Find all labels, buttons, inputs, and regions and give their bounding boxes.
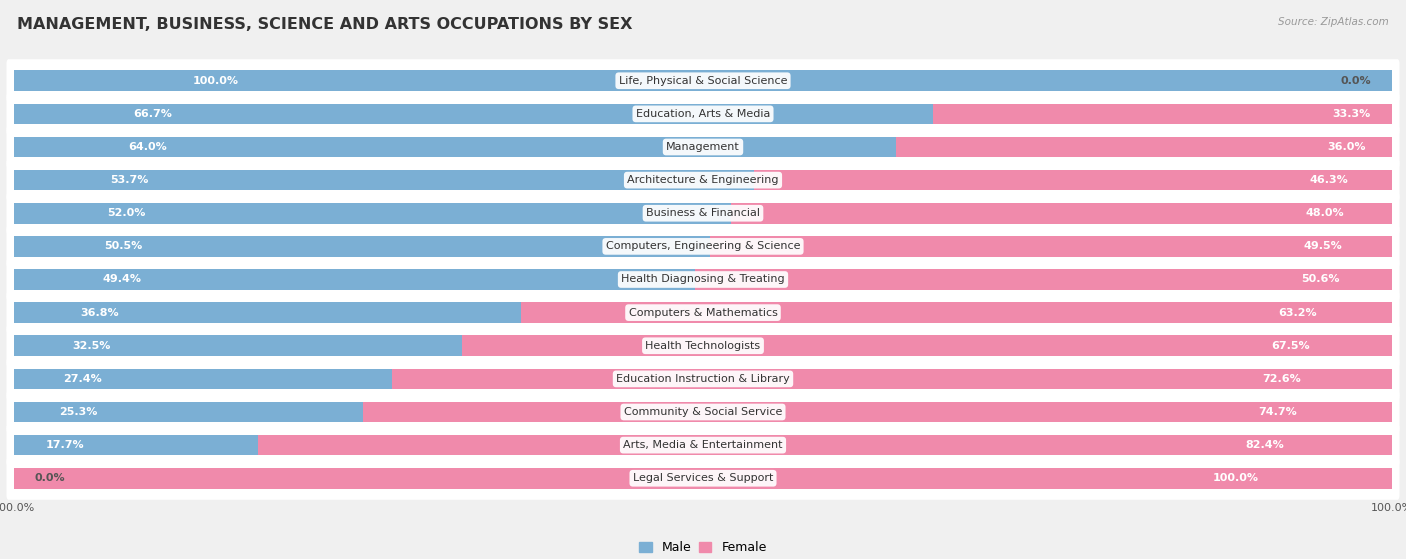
Text: MANAGEMENT, BUSINESS, SCIENCE AND ARTS OCCUPATIONS BY SEX: MANAGEMENT, BUSINESS, SCIENCE AND ARTS O… xyxy=(17,17,633,32)
FancyBboxPatch shape xyxy=(7,225,1399,268)
Text: Legal Services & Support: Legal Services & Support xyxy=(633,473,773,484)
Text: 0.0%: 0.0% xyxy=(1341,75,1371,86)
Bar xyxy=(710,236,1392,257)
Bar xyxy=(14,302,522,323)
Text: 52.0%: 52.0% xyxy=(107,209,146,218)
FancyBboxPatch shape xyxy=(7,258,1399,301)
FancyBboxPatch shape xyxy=(7,391,1399,434)
Bar xyxy=(363,402,1392,422)
Bar xyxy=(14,70,1392,91)
Text: Architecture & Engineering: Architecture & Engineering xyxy=(627,175,779,185)
Text: 46.3%: 46.3% xyxy=(1309,175,1348,185)
Text: 36.8%: 36.8% xyxy=(80,307,118,318)
Text: 27.4%: 27.4% xyxy=(63,374,101,384)
FancyBboxPatch shape xyxy=(7,424,1399,467)
Text: Business & Financial: Business & Financial xyxy=(645,209,761,218)
Bar xyxy=(695,269,1392,290)
Text: 49.5%: 49.5% xyxy=(1303,241,1341,252)
Bar xyxy=(14,236,710,257)
FancyBboxPatch shape xyxy=(7,59,1399,102)
Bar xyxy=(731,203,1392,224)
Text: Education Instruction & Library: Education Instruction & Library xyxy=(616,374,790,384)
FancyBboxPatch shape xyxy=(7,324,1399,367)
Text: 36.0%: 36.0% xyxy=(1327,142,1367,152)
Text: Education, Arts & Media: Education, Arts & Media xyxy=(636,109,770,119)
Bar xyxy=(522,302,1392,323)
Text: 25.3%: 25.3% xyxy=(59,407,98,417)
FancyBboxPatch shape xyxy=(7,92,1399,135)
Bar xyxy=(14,137,896,157)
Text: 50.5%: 50.5% xyxy=(104,241,143,252)
FancyBboxPatch shape xyxy=(7,291,1399,334)
Text: 63.2%: 63.2% xyxy=(1278,307,1317,318)
Bar xyxy=(896,137,1392,157)
Text: 0.0%: 0.0% xyxy=(35,473,65,484)
Text: 100.0%: 100.0% xyxy=(1213,473,1258,484)
Text: Computers, Engineering & Science: Computers, Engineering & Science xyxy=(606,241,800,252)
Text: 82.4%: 82.4% xyxy=(1246,440,1285,450)
Text: Health Diagnosing & Treating: Health Diagnosing & Treating xyxy=(621,274,785,285)
Bar xyxy=(257,435,1393,456)
Text: 100.0%: 100.0% xyxy=(193,75,239,86)
FancyBboxPatch shape xyxy=(7,125,1399,168)
Bar xyxy=(14,269,695,290)
Text: Community & Social Service: Community & Social Service xyxy=(624,407,782,417)
Text: Computers & Mathematics: Computers & Mathematics xyxy=(628,307,778,318)
Text: Source: ZipAtlas.com: Source: ZipAtlas.com xyxy=(1278,17,1389,27)
Text: 50.6%: 50.6% xyxy=(1302,274,1340,285)
Bar xyxy=(14,435,257,456)
Text: Health Technologists: Health Technologists xyxy=(645,341,761,350)
Bar xyxy=(934,103,1392,124)
Text: 17.7%: 17.7% xyxy=(46,440,84,450)
FancyBboxPatch shape xyxy=(7,357,1399,400)
Text: 32.5%: 32.5% xyxy=(72,341,111,350)
FancyBboxPatch shape xyxy=(7,457,1399,500)
Text: 67.5%: 67.5% xyxy=(1271,341,1309,350)
Text: 72.6%: 72.6% xyxy=(1263,374,1301,384)
Text: Arts, Media & Entertainment: Arts, Media & Entertainment xyxy=(623,440,783,450)
Text: 48.0%: 48.0% xyxy=(1306,209,1344,218)
Legend: Male, Female: Male, Female xyxy=(634,537,772,559)
Text: 66.7%: 66.7% xyxy=(134,109,173,119)
Text: Life, Physical & Social Science: Life, Physical & Social Science xyxy=(619,75,787,86)
Bar xyxy=(14,468,1392,489)
Text: 49.4%: 49.4% xyxy=(103,274,142,285)
Bar xyxy=(14,170,754,191)
Bar xyxy=(463,335,1392,356)
Bar xyxy=(14,402,363,422)
Text: 53.7%: 53.7% xyxy=(110,175,149,185)
Text: Management: Management xyxy=(666,142,740,152)
Bar xyxy=(14,203,731,224)
Text: 74.7%: 74.7% xyxy=(1258,407,1296,417)
Text: 100.0%: 100.0% xyxy=(0,503,35,513)
Text: 64.0%: 64.0% xyxy=(129,142,167,152)
Bar xyxy=(14,335,463,356)
Text: 33.3%: 33.3% xyxy=(1333,109,1371,119)
FancyBboxPatch shape xyxy=(7,192,1399,235)
FancyBboxPatch shape xyxy=(7,159,1399,202)
Text: 100.0%: 100.0% xyxy=(1371,503,1406,513)
Bar xyxy=(392,368,1392,389)
Bar xyxy=(14,103,934,124)
Bar xyxy=(14,368,392,389)
Bar xyxy=(754,170,1392,191)
